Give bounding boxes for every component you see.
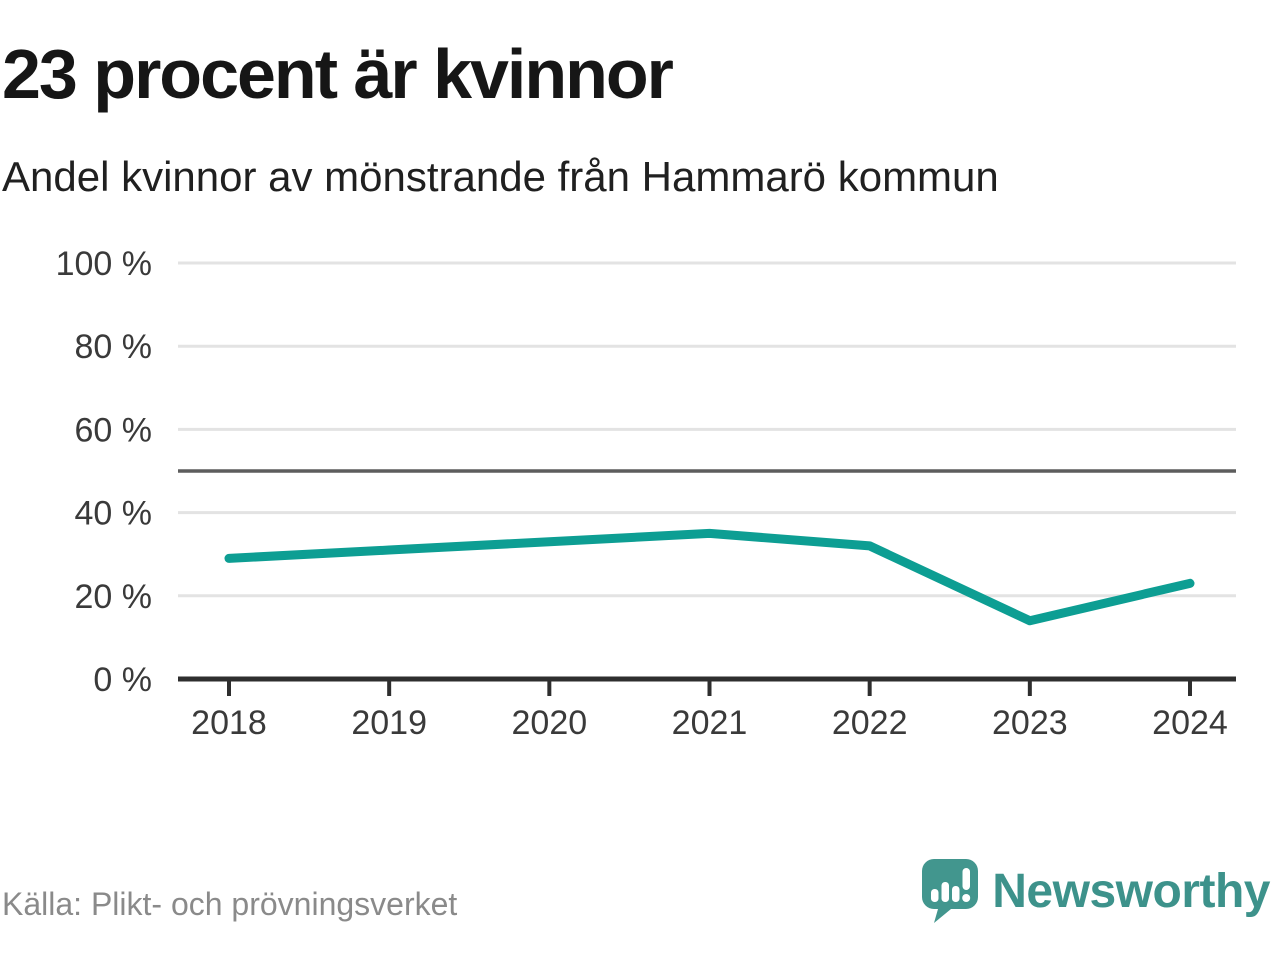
logo-exclamation-bar xyxy=(962,868,971,890)
logo-bar-tall xyxy=(941,882,950,902)
x-tick-label: 2022 xyxy=(832,704,908,742)
data-line-andel-kvinnor xyxy=(224,528,1195,626)
logo-bubble-shape xyxy=(922,859,979,923)
y-tick-label: 100 % xyxy=(56,245,152,283)
x-tick-label: 2019 xyxy=(351,704,427,742)
y-tick-label: 60 % xyxy=(75,411,153,449)
chart-subtitle: Andel kvinnor av mönstrande från Hammarö… xyxy=(2,153,999,200)
x-tick-label: 2024 xyxy=(1152,704,1228,742)
y-tick-label: 20 % xyxy=(75,578,153,616)
x-tick-label: 2023 xyxy=(992,704,1068,742)
x-tick-label: 2021 xyxy=(672,704,748,742)
newsworthy-logo-text: Newsworthy xyxy=(992,864,1270,918)
newsworthy-logo-icon xyxy=(922,859,979,923)
logo-exclamation-dot xyxy=(962,894,971,902)
y-tick-label: 40 % xyxy=(75,495,153,533)
newsworthy-logo: Newsworthy xyxy=(921,858,1270,924)
y-tick-label: 80 % xyxy=(75,328,153,366)
x-tick-label: 2020 xyxy=(512,704,588,742)
logo-bar-small xyxy=(931,889,939,902)
line-chart: 0 % 20 % 40 % 60 % 80 % 100 % 2018 2019 2020 2021… xyxy=(56,245,1236,742)
y-tick-label: 0 % xyxy=(93,661,152,699)
source-note: Källa: Plikt- och prövningsverket xyxy=(2,886,458,922)
logo-bar-medium xyxy=(952,886,960,902)
x-tick-label: 2018 xyxy=(191,704,267,742)
chart-title: 23 procent är kvinnor xyxy=(2,35,674,113)
